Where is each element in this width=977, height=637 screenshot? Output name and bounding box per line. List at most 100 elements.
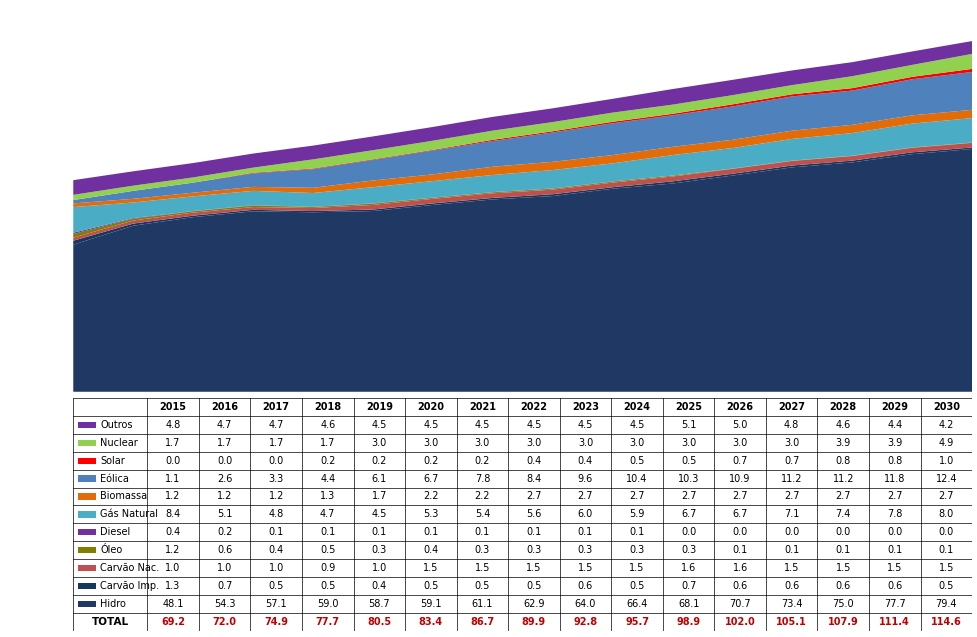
Text: 2.7: 2.7 [733,492,747,501]
Text: 72.0: 72.0 [213,617,236,627]
Text: 4.9: 4.9 [939,438,954,448]
Text: 102.0: 102.0 [725,617,755,627]
Text: 3.0: 3.0 [681,438,697,448]
Text: 0.6: 0.6 [887,581,903,591]
Text: 1.0: 1.0 [939,455,954,466]
Text: 6.0: 6.0 [577,510,593,519]
Text: 114.6: 114.6 [931,617,961,627]
Text: 0.4: 0.4 [423,545,439,555]
FancyBboxPatch shape [77,512,96,517]
Text: 1.5: 1.5 [577,563,593,573]
Text: 0.5: 0.5 [629,455,645,466]
Text: 59.1: 59.1 [420,599,442,609]
Text: 111.4: 111.4 [879,617,911,627]
Text: 0.4: 0.4 [269,545,283,555]
Text: 8.4: 8.4 [527,473,541,483]
Text: 2029: 2029 [881,402,909,412]
Text: 0.3: 0.3 [371,545,387,555]
Text: 3.0: 3.0 [785,438,799,448]
Text: 0.2: 0.2 [371,455,387,466]
Text: 10.9: 10.9 [730,473,750,483]
Text: 2.7: 2.7 [681,492,697,501]
Text: 0.7: 0.7 [784,455,799,466]
Text: 1.0: 1.0 [217,563,233,573]
Text: 2017: 2017 [263,402,289,412]
Text: 57.1: 57.1 [266,599,287,609]
Text: 4.2: 4.2 [939,420,954,430]
Text: 0.0: 0.0 [165,455,181,466]
Text: 4.5: 4.5 [577,420,593,430]
FancyBboxPatch shape [77,422,96,428]
Text: 1.2: 1.2 [269,492,284,501]
Text: 0.1: 0.1 [733,545,747,555]
Text: 0.0: 0.0 [835,527,851,537]
Text: 0.5: 0.5 [320,545,335,555]
Text: 64.0: 64.0 [574,599,596,609]
Text: Biomassa: Biomassa [101,492,148,501]
Text: 0.5: 0.5 [269,581,284,591]
Text: 0.1: 0.1 [371,527,387,537]
Text: 0.1: 0.1 [887,545,903,555]
Text: 2015: 2015 [159,402,187,412]
Text: 69.2: 69.2 [161,617,185,627]
Text: 2.7: 2.7 [835,492,851,501]
Text: 2.7: 2.7 [887,492,903,501]
Text: 0.6: 0.6 [835,581,851,591]
Text: 105.1: 105.1 [777,617,807,627]
Text: Óleo: Óleo [101,545,122,555]
Text: 0.5: 0.5 [320,581,335,591]
Text: 2.2: 2.2 [475,492,490,501]
FancyBboxPatch shape [77,457,96,464]
Text: 0.7: 0.7 [733,455,747,466]
Text: 0.0: 0.0 [733,527,747,537]
Text: Diesel: Diesel [101,527,131,537]
Text: 3.0: 3.0 [733,438,747,448]
Text: 12.4: 12.4 [936,473,957,483]
Text: 1.7: 1.7 [165,438,181,448]
Text: TOTAL: TOTAL [92,617,129,627]
Text: 77.7: 77.7 [884,599,906,609]
Text: 83.4: 83.4 [419,617,443,627]
Text: 2.6: 2.6 [217,473,233,483]
Text: 7.4: 7.4 [835,510,851,519]
Text: 1.5: 1.5 [527,563,541,573]
Text: 2028: 2028 [829,402,857,412]
Text: 2.7: 2.7 [629,492,645,501]
Text: 8.4: 8.4 [165,510,181,519]
Text: 2026: 2026 [727,402,753,412]
Text: 0.4: 0.4 [371,581,387,591]
Text: 10.4: 10.4 [626,473,648,483]
Text: 107.9: 107.9 [828,617,859,627]
Text: 1.1: 1.1 [165,473,181,483]
Text: 1.3: 1.3 [165,581,181,591]
Text: 1.6: 1.6 [681,563,697,573]
Text: 3.9: 3.9 [835,438,851,448]
Text: 4.4: 4.4 [887,420,903,430]
Text: 54.3: 54.3 [214,599,235,609]
Text: 2023: 2023 [572,402,599,412]
Text: 1.2: 1.2 [217,492,233,501]
Text: 68.1: 68.1 [678,599,700,609]
Text: 5.1: 5.1 [681,420,697,430]
Text: 3.0: 3.0 [577,438,593,448]
Text: 1.2: 1.2 [165,492,181,501]
Text: 1.5: 1.5 [939,563,954,573]
Text: 59.0: 59.0 [317,599,338,609]
Text: 5.3: 5.3 [423,510,439,519]
Text: 79.4: 79.4 [936,599,957,609]
Text: 2.2: 2.2 [423,492,439,501]
Text: Carvão Imp.: Carvão Imp. [101,581,159,591]
Text: 0.0: 0.0 [939,527,954,537]
Text: 2025: 2025 [675,402,702,412]
Text: 0.1: 0.1 [939,545,954,555]
Text: 4.5: 4.5 [371,510,387,519]
Text: 1.7: 1.7 [217,438,233,448]
Text: 6.7: 6.7 [423,473,439,483]
Text: 6.1: 6.1 [371,473,387,483]
FancyBboxPatch shape [77,583,96,589]
Text: 80.5: 80.5 [367,617,392,627]
Text: 6.7: 6.7 [733,510,747,519]
Text: 1.3: 1.3 [320,492,335,501]
Text: 1.0: 1.0 [165,563,181,573]
Text: 0.4: 0.4 [577,455,593,466]
